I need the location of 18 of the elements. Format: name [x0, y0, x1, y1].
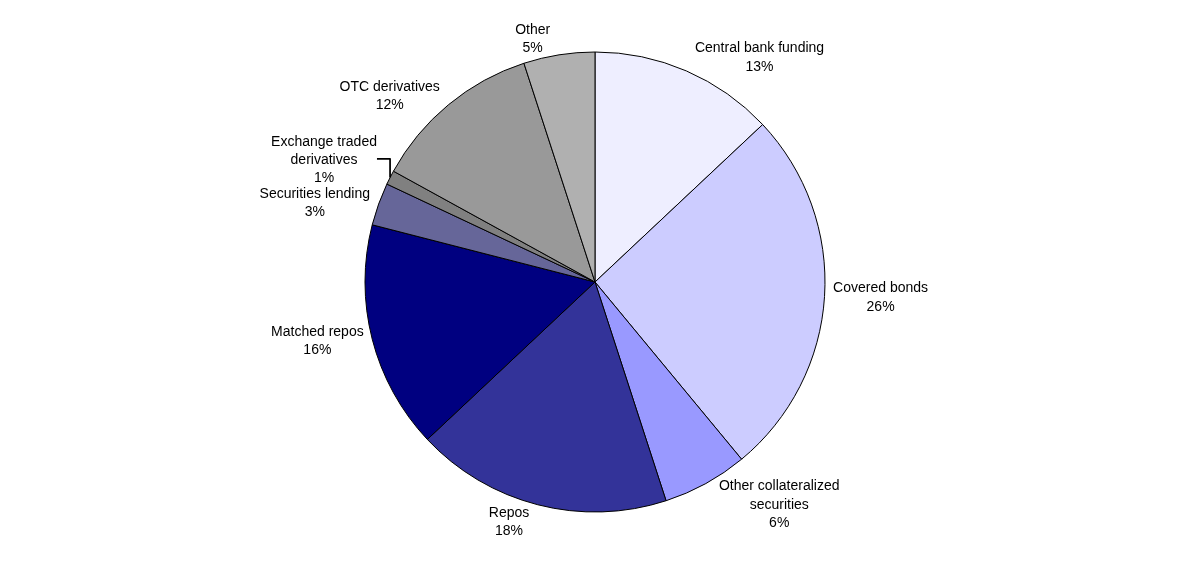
data-label: 3%: [304, 203, 325, 220]
slice-label: Other: [515, 21, 551, 38]
data-label: 1%: [313, 169, 335, 186]
slice-label: OTC derivatives: [339, 77, 440, 94]
data-label: 16%: [303, 341, 332, 358]
data-label: 13%: [745, 57, 774, 74]
slice-label: Other collateralized securities: [718, 477, 840, 512]
data-label: 6%: [769, 513, 790, 530]
data-label: 12%: [375, 95, 404, 112]
data-label: 5%: [522, 39, 543, 56]
data-label: 26%: [866, 297, 895, 314]
data-label: 18%: [495, 521, 524, 538]
slice-label: Repos: [488, 503, 530, 520]
slice-label: Exchange traded derivatives: [271, 132, 377, 167]
slice-label: Securities lending: [259, 185, 371, 202]
slice-label: Matched repos: [271, 323, 364, 340]
slice-label: Central bank funding: [694, 39, 825, 56]
slice-label: Covered bonds: [833, 279, 929, 296]
